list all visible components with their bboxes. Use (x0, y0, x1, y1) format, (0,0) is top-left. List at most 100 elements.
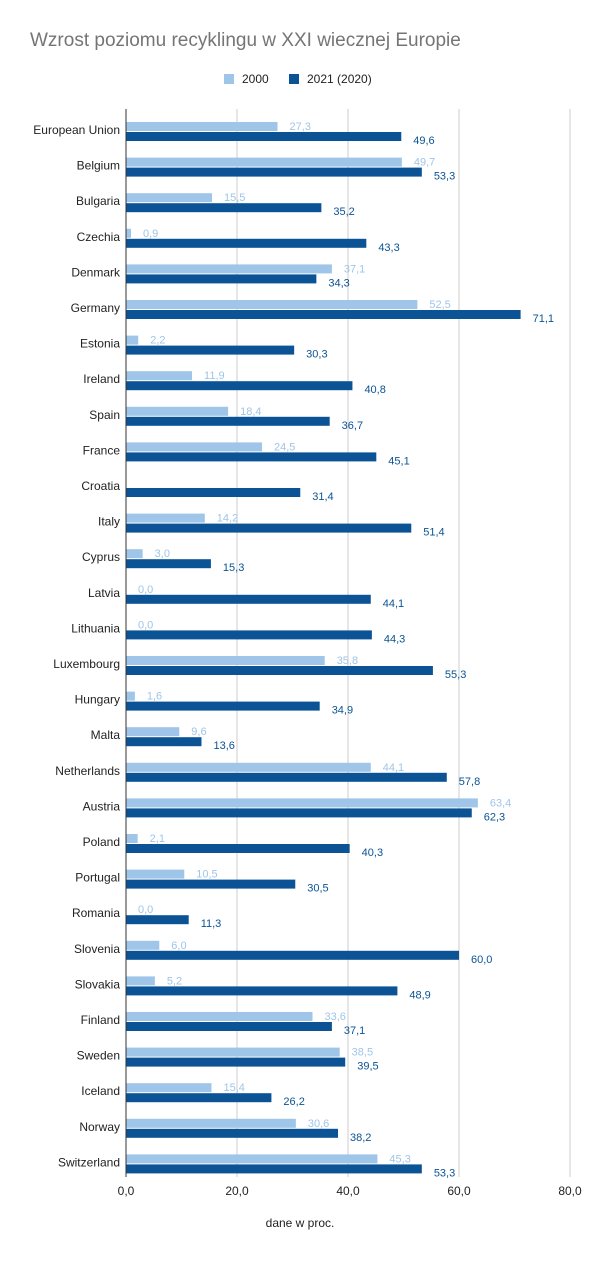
bar-2021 (126, 310, 521, 319)
bar-2021 (126, 1093, 272, 1103)
bar-2000 (126, 762, 371, 772)
data-label-2000: 6,0 (171, 940, 186, 952)
data-label-2000: 15,5 (224, 192, 245, 204)
category-label: Germany (71, 301, 120, 315)
bar-2021 (126, 452, 377, 462)
bar-2000 (126, 727, 180, 737)
category-label: Bulgaria (76, 194, 120, 208)
data-label-2000: 0,0 (138, 584, 153, 596)
category-label: Switzerland (58, 1155, 120, 1169)
x-tick-label: 40,0 (336, 1184, 360, 1198)
data-label-2000: 10,5 (196, 869, 217, 881)
x-tick-label: 20,0 (225, 1184, 249, 1198)
bar-2021 (126, 915, 189, 925)
category-label: Slovakia (75, 977, 121, 991)
bar-2000 (126, 157, 402, 167)
bar-2000 (126, 869, 185, 879)
data-label-2000: 0,9 (143, 228, 158, 240)
bar-2021 (126, 630, 372, 640)
data-label-2021: 44,3 (384, 633, 405, 645)
chart-legend: 2000 2021 (2020) (0, 72, 600, 90)
bar-2021 (126, 416, 330, 426)
data-label-2021: 13,6 (213, 740, 234, 752)
category-label: Denmark (71, 265, 121, 279)
category-label: Cyprus (82, 550, 120, 564)
data-label-2021: 60,0 (471, 954, 492, 966)
bar-2021 (126, 950, 459, 960)
category-label: Lithuania (71, 621, 120, 635)
data-label-2000: 52,5 (429, 299, 450, 311)
data-label-2021: 36,7 (342, 420, 363, 432)
data-label-2021: 30,3 (306, 349, 327, 361)
data-label-2021: 15,3 (223, 562, 244, 574)
data-label-2000: 5,2 (167, 975, 182, 987)
bar-2000 (126, 193, 213, 203)
data-label-2000: 2,1 (150, 833, 165, 845)
bar-2021 (126, 772, 447, 782)
data-label-2000: 0,0 (138, 904, 153, 916)
data-label-2000: 27,3 (290, 121, 311, 133)
bar-2021 (126, 1057, 346, 1067)
data-label-2021: 53,3 (434, 171, 455, 183)
data-label-2000: 33,6 (324, 1011, 345, 1023)
category-label: Iceland (81, 1084, 120, 1098)
data-label-2021: 11,3 (201, 918, 222, 930)
bar-2000 (126, 1083, 212, 1093)
data-label-2021: 35,2 (333, 206, 354, 218)
category-label: France (83, 443, 121, 457)
legend-item-2021[interactable]: 2021 (2020) (289, 72, 372, 86)
bar-2021 (126, 808, 472, 818)
bar-2021 (126, 1022, 332, 1031)
bar-2021 (126, 701, 320, 711)
data-label-2021: 40,3 (362, 847, 383, 859)
data-label-2021: 43,3 (378, 242, 399, 254)
bar-2000 (126, 798, 478, 808)
bar-2021 (126, 488, 301, 497)
bar-2000 (126, 371, 193, 381)
bar-2021 (126, 844, 350, 853)
data-label-2000: 30,6 (308, 1118, 329, 1130)
bar-2021 (126, 1164, 422, 1174)
category-label: Estonia (80, 337, 120, 351)
bar-2000 (126, 1012, 313, 1021)
bar-2000 (126, 406, 229, 416)
bar-2000 (126, 976, 155, 986)
data-label-2021: 48,9 (409, 989, 430, 1001)
data-label-2000: 9,6 (191, 726, 206, 738)
bar-2000 (126, 122, 278, 131)
data-label-2021: 57,8 (459, 776, 480, 788)
bar-2000 (126, 1047, 340, 1057)
data-label-2021: 40,8 (364, 384, 385, 396)
data-label-2021: 45,1 (388, 455, 409, 467)
category-label: Slovenia (74, 942, 120, 956)
bar-2000 (126, 335, 139, 345)
bar-2021 (126, 238, 367, 248)
bar-2000 (126, 1154, 378, 1164)
bar-2021 (126, 879, 296, 889)
category-label: Ireland (83, 372, 120, 386)
data-label-2021: 34,3 (328, 277, 349, 289)
category-label: Austria (83, 799, 121, 813)
category-label: Latvia (88, 586, 120, 600)
data-label-2000: 15,4 (223, 1082, 244, 1094)
category-label: Luxembourg (53, 657, 120, 671)
bar-2021 (126, 381, 353, 391)
data-label-2000: 11,9 (204, 370, 225, 382)
data-label-2000: 1,6 (147, 691, 162, 703)
legend-label-2021: 2021 (2020) (307, 72, 372, 86)
category-label: Belgium (77, 159, 120, 173)
data-label-2000: 24,5 (274, 441, 295, 453)
chart-title: Wzrost poziomu recyklingu w XXI wiecznej… (30, 30, 461, 51)
data-label-2021: 49,6 (413, 135, 434, 147)
legend-item-2000[interactable]: 2000 (224, 72, 269, 86)
category-label: Portugal (75, 871, 120, 885)
data-label-2021: 30,5 (307, 883, 328, 895)
category-label: Poland (83, 835, 120, 849)
bar-2021 (126, 345, 295, 355)
bar-2000 (126, 513, 205, 523)
data-label-2021: 37,1 (344, 1025, 365, 1037)
category-label: Sweden (77, 1049, 120, 1063)
category-label: Croatia (81, 479, 120, 493)
data-label-2000: 2,2 (150, 335, 165, 347)
